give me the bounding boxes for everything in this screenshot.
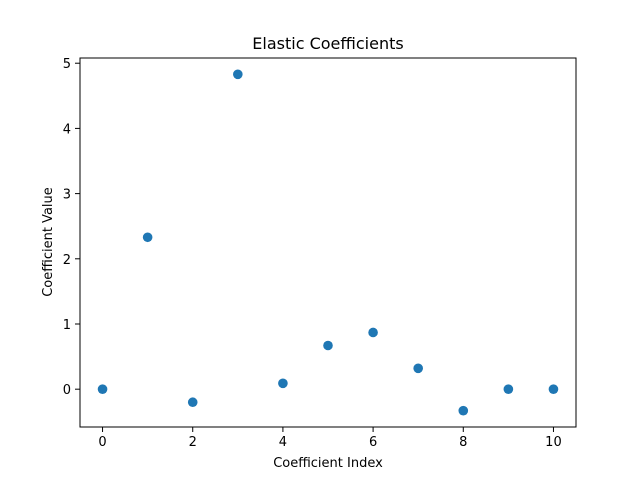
y-axis-label: Coefficient Value — [41, 187, 56, 297]
data-point — [413, 363, 423, 374]
data-point — [233, 69, 243, 80]
y-tick-label: 1 — [63, 318, 71, 333]
data-point — [368, 327, 378, 338]
axes-frame — [79, 57, 577, 428]
x-axis-label: Coefficient Index — [273, 456, 383, 471]
x-tick-label: 6 — [369, 435, 377, 450]
scatter-series — [97, 69, 559, 416]
data-point — [548, 384, 559, 394]
x-axis: 0 2 4 6 8 10 — [98, 427, 562, 450]
y-tick-label: 0 — [63, 383, 71, 398]
y-tick-label: 5 — [63, 57, 71, 72]
x-tick-label: 2 — [189, 435, 197, 450]
y-tick-label: 4 — [63, 122, 71, 137]
data-point — [503, 384, 514, 394]
x-tick-label: 8 — [459, 435, 467, 450]
x-tick-label: 0 — [98, 435, 106, 450]
chart-title: Elastic Coefficients — [252, 34, 403, 53]
data-point — [458, 405, 469, 416]
y-tick-label: 2 — [63, 253, 71, 268]
data-point — [97, 384, 108, 394]
plot-area — [79, 57, 577, 428]
data-point — [323, 340, 333, 351]
x-tick-label: 4 — [279, 435, 287, 450]
y-tick-label: 3 — [63, 188, 71, 203]
y-axis: 0 1 2 3 4 5 — [63, 57, 80, 398]
x-tick-label: 10 — [545, 435, 562, 450]
data-point — [187, 397, 198, 408]
data-point — [278, 378, 288, 389]
data-point — [142, 232, 153, 243]
